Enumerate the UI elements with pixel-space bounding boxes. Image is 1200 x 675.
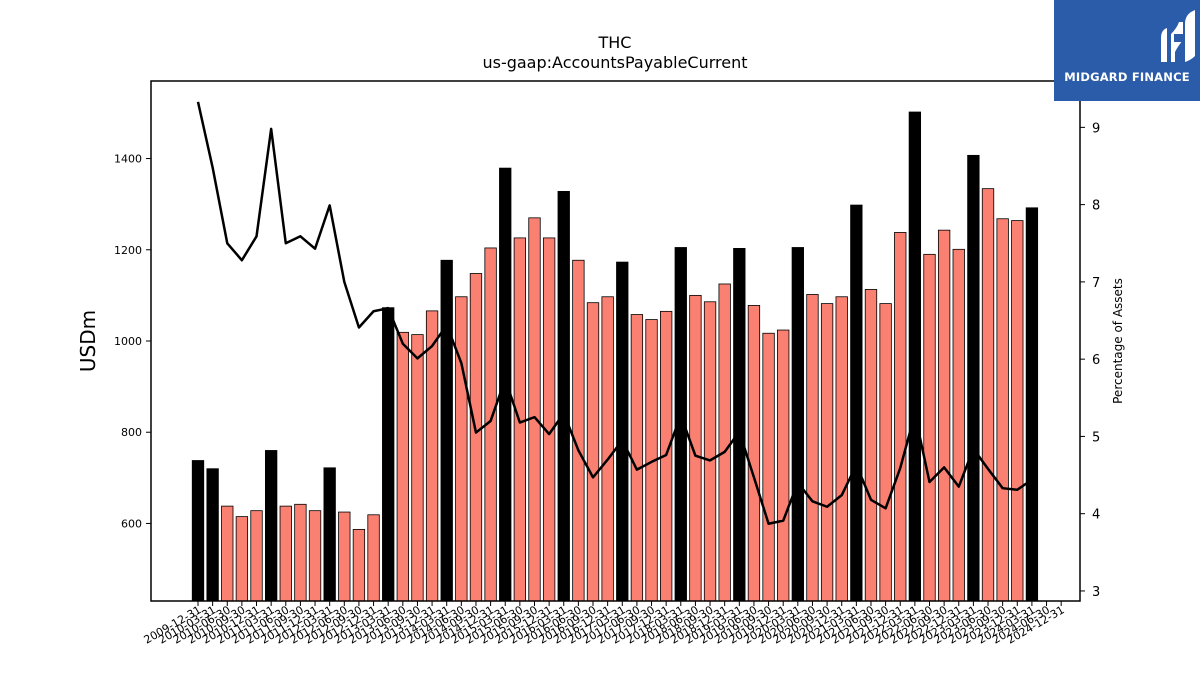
chart-subtitle: us-gaap:AccountsPayableCurrent <box>482 53 747 72</box>
y-tick-label: 600 <box>121 517 142 530</box>
bar-series <box>191 111 1039 602</box>
bar <box>396 331 409 602</box>
bar <box>279 505 292 602</box>
bar <box>191 460 205 602</box>
y2-tick-label: 7 <box>1092 276 1100 291</box>
bar <box>440 259 453 602</box>
bar <box>937 229 951 602</box>
secondary-y-axis-label: Percentage of Assets <box>1111 278 1125 404</box>
bar <box>323 467 336 602</box>
bar <box>864 289 878 602</box>
bar <box>981 188 995 602</box>
bar <box>294 503 307 602</box>
y2-tick-label: 6 <box>1092 353 1100 368</box>
y-tick-label: 1400 <box>114 153 142 166</box>
brand-name: MIDGARD FINANCE <box>1064 70 1190 84</box>
bar <box>469 273 483 602</box>
bar <box>367 514 380 602</box>
bar <box>601 296 614 602</box>
bar <box>747 305 761 602</box>
bar <box>996 218 1009 602</box>
y2-tick-label: 5 <box>1092 430 1100 445</box>
y2-tick-label: 8 <box>1092 199 1100 214</box>
bar <box>967 154 980 602</box>
bar <box>250 510 263 602</box>
y2-tick-label: 4 <box>1092 508 1100 523</box>
bar <box>1025 207 1039 602</box>
bar <box>557 190 570 602</box>
bar <box>338 511 351 602</box>
bar <box>777 329 790 602</box>
brand-logo: MIDGARD FINANCE <box>1054 0 1200 101</box>
bar <box>499 167 512 602</box>
y-tick-label: 800 <box>121 426 142 439</box>
bar <box>908 111 922 602</box>
bar <box>411 334 424 602</box>
bar <box>820 303 834 602</box>
bar <box>630 314 644 602</box>
bar <box>382 307 395 602</box>
bar <box>879 303 892 602</box>
bar <box>616 261 629 602</box>
y-axis-label: USDm <box>76 310 100 372</box>
percentage-line <box>196 101 1033 525</box>
bar <box>952 248 965 602</box>
bar <box>221 505 234 602</box>
bar <box>528 217 541 602</box>
bar <box>733 247 746 602</box>
percentage-line-series <box>196 101 1033 525</box>
y2-tick-label: 9 <box>1092 121 1100 136</box>
bar <box>718 283 731 602</box>
bar <box>572 259 585 602</box>
midgard-logo-icon <box>1161 10 1195 62</box>
bar <box>352 528 366 602</box>
bar <box>1011 220 1024 602</box>
y2-tick-label: 3 <box>1092 585 1100 600</box>
bar <box>762 332 775 602</box>
y-tick-label: 1000 <box>114 335 142 348</box>
chart-title: THC <box>598 33 632 52</box>
bar <box>308 510 322 602</box>
bar <box>455 296 468 602</box>
y-tick-label: 1200 <box>114 244 142 257</box>
bar <box>264 450 278 602</box>
bar <box>850 204 863 602</box>
bar <box>425 310 439 602</box>
bar <box>894 232 907 602</box>
bar <box>835 296 848 602</box>
bar <box>586 302 600 602</box>
bar <box>791 247 804 602</box>
axes: 60080010001200140034567892009-12-312010-… <box>114 80 1100 647</box>
bar <box>806 294 819 602</box>
bar <box>206 468 219 602</box>
bar <box>703 301 717 602</box>
bar <box>235 516 249 602</box>
bar <box>923 253 936 602</box>
bar <box>542 237 556 602</box>
